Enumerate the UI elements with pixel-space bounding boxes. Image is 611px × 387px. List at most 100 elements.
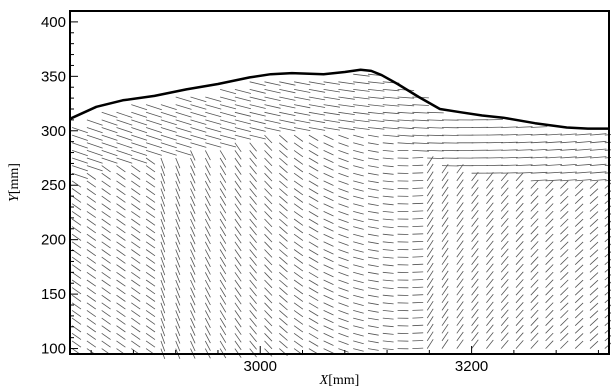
velocity-vector	[145, 195, 156, 203]
velocity-vector	[71, 172, 88, 179]
velocity-vector	[116, 119, 133, 126]
velocity-vector	[279, 249, 288, 257]
velocity-vector	[323, 294, 334, 301]
velocity-vector	[545, 141, 563, 144]
velocity-vector	[160, 165, 166, 177]
velocity-vector	[574, 241, 584, 250]
velocity-vector	[190, 234, 196, 245]
velocity-vector	[160, 173, 166, 184]
velocity-vector	[471, 179, 479, 189]
velocity-vector	[515, 263, 524, 273]
velocity-vector	[382, 249, 394, 251]
velocity-vector	[382, 332, 394, 335]
velocity-vector	[323, 81, 340, 85]
velocity-vector	[323, 287, 334, 293]
velocity-vector	[279, 104, 296, 109]
velocity-vector	[589, 203, 599, 212]
velocity-vector	[264, 287, 273, 296]
velocity-vector	[323, 325, 334, 331]
velocity-vector	[249, 317, 257, 327]
velocity-vector	[456, 286, 464, 296]
velocity-vector	[456, 331, 464, 342]
velocity-vector	[545, 218, 554, 227]
velocity-vector	[116, 317, 126, 325]
velocity-vector	[515, 172, 524, 182]
velocity-vector	[145, 150, 162, 156]
velocity-vector	[293, 264, 304, 272]
velocity-vector	[367, 81, 385, 84]
velocity-vector	[338, 218, 349, 223]
velocity-vector	[234, 218, 242, 229]
velocity-vector	[456, 339, 464, 349]
velocity-vector	[353, 89, 370, 92]
velocity-vector	[486, 324, 494, 334]
velocity-vector	[530, 317, 539, 326]
velocity-vector	[560, 141, 577, 144]
velocity-vector	[545, 171, 563, 174]
velocity-vector	[131, 317, 141, 325]
velocity-vector	[264, 127, 281, 132]
velocity-vector	[219, 89, 237, 95]
velocity-vector	[427, 127, 444, 129]
velocity-vector	[604, 164, 611, 166]
velocity-vector	[426, 255, 434, 265]
velocity-vector	[131, 233, 141, 241]
velocity-vector	[175, 241, 181, 253]
velocity-vector	[574, 188, 584, 197]
velocity-vector	[264, 317, 273, 327]
velocity-vector	[574, 226, 584, 235]
velocity-vector	[160, 104, 177, 110]
velocity-vector	[101, 287, 111, 295]
velocity-vector	[86, 279, 97, 287]
velocity-vector	[234, 211, 242, 221]
velocity-vector	[604, 179, 611, 182]
velocity-vector	[160, 150, 177, 156]
velocity-vector	[441, 308, 449, 319]
velocity-vector	[574, 302, 584, 311]
velocity-vector	[71, 264, 82, 272]
velocity-vector	[293, 226, 304, 234]
velocity-vector	[515, 202, 524, 212]
velocity-vector	[589, 249, 599, 258]
velocity-vector	[219, 279, 227, 290]
velocity-vector	[500, 271, 509, 281]
velocity-vector	[293, 249, 304, 257]
velocity-vector	[604, 213, 611, 220]
velocity-vector	[131, 142, 148, 149]
velocity-vector	[160, 272, 166, 283]
velocity-vector	[353, 188, 364, 192]
velocity-vector	[279, 256, 288, 265]
velocity-vector	[382, 226, 394, 228]
velocity-vector	[101, 249, 111, 257]
velocity-vector	[604, 134, 611, 136]
velocity-vector	[234, 172, 242, 183]
velocity-vector	[190, 264, 196, 275]
velocity-vector	[412, 317, 424, 319]
velocity-vector	[575, 156, 592, 159]
velocity-vector	[234, 340, 242, 351]
velocity-vector	[515, 279, 524, 288]
velocity-vector	[604, 205, 611, 212]
velocity-vector	[338, 264, 349, 269]
velocity-vector	[71, 294, 82, 302]
velocity-vector	[219, 218, 227, 229]
velocity-vector	[486, 263, 494, 273]
velocity-vector	[101, 172, 111, 180]
velocity-vector	[575, 148, 592, 151]
velocity-vector	[101, 233, 111, 241]
velocity-vector	[338, 180, 349, 185]
velocity-vector	[471, 217, 479, 227]
velocity-vector	[145, 233, 156, 241]
velocity-vector	[604, 319, 611, 327]
velocity-vector	[249, 340, 257, 350]
velocity-vector	[574, 333, 584, 342]
velocity-vector	[204, 272, 211, 283]
velocity-vector	[456, 217, 464, 227]
velocity-vector	[397, 104, 415, 107]
velocity-vector	[219, 333, 227, 343]
velocity-vector	[101, 325, 111, 333]
velocity-vector	[116, 340, 126, 348]
velocity-vector	[116, 134, 133, 141]
velocity-vector	[500, 301, 509, 311]
velocity-vector	[249, 264, 257, 274]
